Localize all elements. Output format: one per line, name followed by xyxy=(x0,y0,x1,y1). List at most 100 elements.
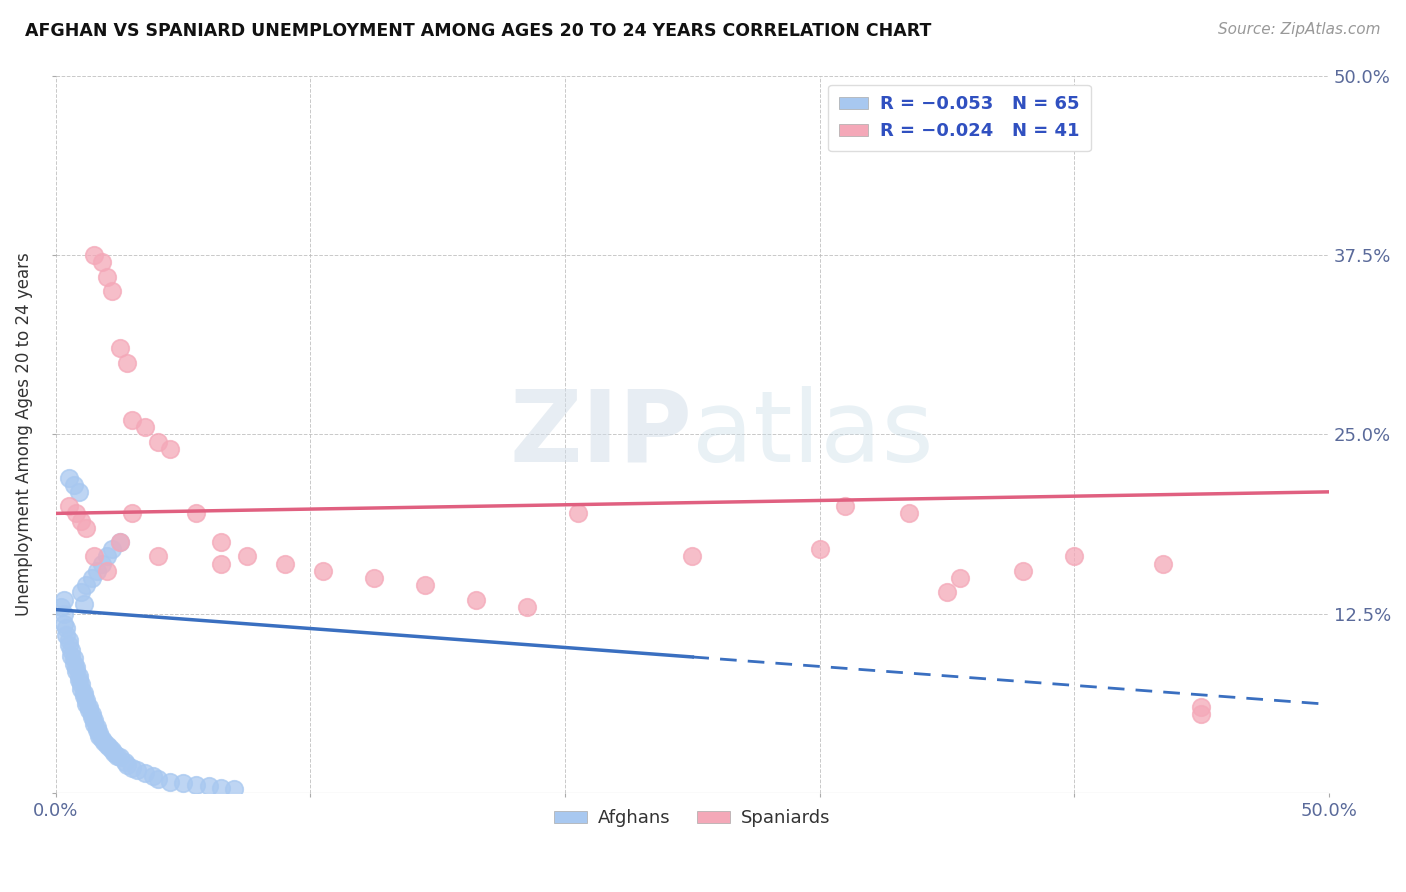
Point xyxy=(80,571,103,585)
Point xyxy=(101,542,124,557)
Point xyxy=(103,746,125,760)
Point xyxy=(567,507,589,521)
Point xyxy=(96,549,118,564)
Point xyxy=(80,710,103,724)
Point xyxy=(363,571,385,585)
Point xyxy=(62,651,84,665)
Text: Source: ZipAtlas.com: Source: ZipAtlas.com xyxy=(1218,22,1381,37)
Y-axis label: Unemployment Among Ages 20 to 24 years: Unemployment Among Ages 20 to 24 years xyxy=(15,252,32,616)
Point xyxy=(77,703,100,717)
Point xyxy=(1191,707,1213,722)
Point xyxy=(236,549,259,564)
Point xyxy=(121,413,143,427)
Point xyxy=(73,597,96,611)
Point xyxy=(1063,549,1085,564)
Point xyxy=(90,255,112,269)
Point xyxy=(108,535,131,549)
Point xyxy=(83,717,105,731)
Point xyxy=(73,686,96,700)
Text: atlas: atlas xyxy=(692,386,934,483)
Point xyxy=(101,743,124,757)
Point xyxy=(516,599,538,614)
Point xyxy=(65,665,87,679)
Point xyxy=(60,642,83,657)
Point xyxy=(1191,700,1213,714)
Point xyxy=(1012,564,1035,578)
Point xyxy=(197,779,219,793)
Point xyxy=(159,775,181,789)
Point xyxy=(77,700,100,714)
Point xyxy=(224,782,246,797)
Point xyxy=(115,356,138,370)
Point xyxy=(312,564,335,578)
Point xyxy=(897,507,920,521)
Point xyxy=(834,500,856,514)
Point xyxy=(98,740,121,755)
Point xyxy=(115,757,138,772)
Legend: Afghans, Spaniards: Afghans, Spaniards xyxy=(547,802,838,835)
Point xyxy=(52,607,75,621)
Point xyxy=(83,248,105,262)
Point xyxy=(86,720,108,734)
Point xyxy=(1152,557,1174,571)
Point xyxy=(172,776,194,790)
Point xyxy=(52,592,75,607)
Point xyxy=(274,557,297,571)
Point xyxy=(465,592,488,607)
Point xyxy=(55,628,77,642)
Point xyxy=(83,713,105,727)
Text: AFGHAN VS SPANIARD UNEMPLOYMENT AMONG AGES 20 TO 24 YEARS CORRELATION CHART: AFGHAN VS SPANIARD UNEMPLOYMENT AMONG AG… xyxy=(25,22,932,40)
Point xyxy=(89,726,111,740)
Point xyxy=(681,549,703,564)
Point xyxy=(96,738,118,752)
Point xyxy=(209,557,232,571)
Point xyxy=(60,648,83,663)
Point xyxy=(70,681,93,696)
Point xyxy=(70,585,93,599)
Point xyxy=(75,578,97,592)
Point xyxy=(121,507,143,521)
Point xyxy=(146,549,169,564)
Point xyxy=(67,673,90,687)
Point xyxy=(62,477,84,491)
Point xyxy=(159,442,181,456)
Point xyxy=(90,731,112,746)
Point xyxy=(86,564,108,578)
Point xyxy=(70,514,93,528)
Point xyxy=(58,500,80,514)
Point xyxy=(114,755,136,769)
Point xyxy=(808,542,831,557)
Point xyxy=(935,585,957,599)
Point xyxy=(93,734,115,748)
Point xyxy=(67,668,90,682)
Point xyxy=(101,284,124,298)
Point xyxy=(67,484,90,499)
Point xyxy=(75,693,97,707)
Point xyxy=(413,578,436,592)
Point xyxy=(96,269,118,284)
Point xyxy=(127,764,149,778)
Point xyxy=(96,564,118,578)
Point xyxy=(55,621,77,635)
Point xyxy=(75,521,97,535)
Point xyxy=(90,557,112,571)
Point xyxy=(65,660,87,674)
Point xyxy=(209,535,232,549)
Point xyxy=(105,749,128,764)
Text: ZIP: ZIP xyxy=(509,386,692,483)
Point xyxy=(108,750,131,764)
Point xyxy=(49,599,72,614)
Point xyxy=(121,760,143,774)
Point xyxy=(134,420,156,434)
Point xyxy=(146,434,169,449)
Point xyxy=(62,657,84,672)
Point xyxy=(73,689,96,703)
Point xyxy=(142,769,165,783)
Point xyxy=(83,549,105,564)
Point xyxy=(52,616,75,631)
Point xyxy=(209,780,232,795)
Point xyxy=(184,778,207,792)
Point xyxy=(86,723,108,738)
Point xyxy=(184,507,207,521)
Point xyxy=(75,698,97,712)
